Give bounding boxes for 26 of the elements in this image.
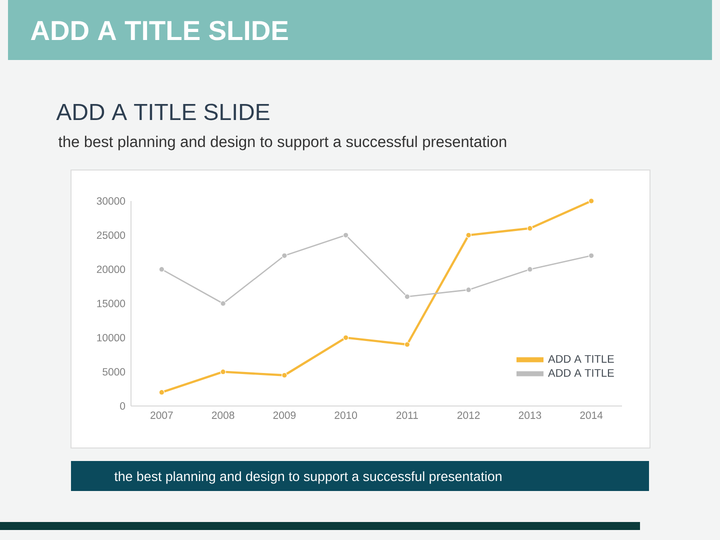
point: [466, 232, 472, 238]
point: [404, 342, 410, 348]
x-tick-label: 2008: [212, 412, 234, 419]
x-tick-label: 2011: [396, 412, 418, 419]
x-tick-label: 2009: [273, 412, 296, 419]
x-tick-label: 2013: [518, 412, 542, 419]
text: the best planning and design to support a successful presentation: [114, 471, 502, 484]
legend-label: ADD A TITLE: [548, 369, 614, 377]
y-tick-label: 15000: [97, 300, 126, 308]
y-tick-label: 30000: [96, 197, 126, 205]
y-tick-label: 5000: [102, 368, 126, 376]
y-tick-label: 0: [120, 402, 126, 410]
x-tick-label: 2014: [580, 412, 603, 419]
point: [282, 372, 288, 378]
point: [588, 198, 594, 204]
legend-label: ADD A TITLE: [548, 355, 614, 363]
x-tick-label: 2012: [457, 412, 480, 419]
chart-subtitle: the best planning and design to support a successful presentation: [58, 136, 506, 150]
y-tick-label: 25000: [96, 231, 126, 239]
y-tick-label: 20000: [96, 266, 126, 274]
chart-title: ADD A TITLE SLIDE: [56, 104, 270, 120]
text: ADD A TITLE SLIDE: [30, 20, 288, 40]
x-tick-label: 2010: [334, 412, 358, 419]
x-tick-label: 2007: [150, 412, 173, 419]
y-tick-label: 10000: [97, 334, 126, 342]
point: [220, 300, 226, 306]
